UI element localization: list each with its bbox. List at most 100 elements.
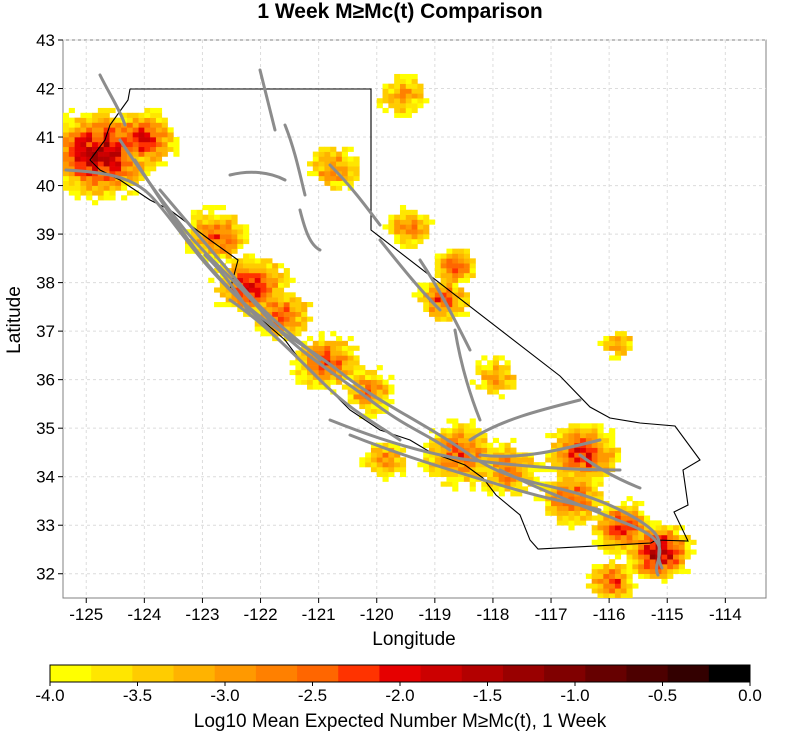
forecast-cell	[469, 447, 476, 453]
forecast-cell	[289, 292, 296, 298]
forecast-cell	[161, 141, 168, 148]
forecast-cell	[603, 583, 610, 589]
forecast-cell	[585, 471, 593, 477]
forecast-cell	[411, 78, 418, 84]
forecast-cell	[318, 369, 325, 376]
forecast-cell	[208, 229, 215, 235]
forecast-cell	[591, 578, 598, 584]
forecast-cell	[440, 263, 447, 269]
forecast-cell	[580, 471, 587, 477]
forecast-cell	[591, 515, 598, 521]
fault-line	[348, 433, 602, 512]
forecast-cell	[585, 476, 593, 482]
forecast-cell	[214, 302, 221, 308]
forecast-cell	[272, 272, 279, 279]
forecast-cell	[324, 166, 331, 172]
forecast-cell	[667, 559, 674, 565]
forecast-cell	[80, 156, 87, 162]
forecast-cell	[272, 282, 279, 288]
forecast-cell	[492, 486, 500, 492]
forecast-cell	[341, 156, 348, 162]
forecast-cell	[609, 564, 616, 570]
forecast-cell	[394, 73, 401, 80]
forecast-cell	[353, 374, 360, 380]
forecast-cell	[568, 423, 575, 429]
forecast-cell	[597, 500, 604, 507]
forecast-cell	[452, 306, 459, 313]
forecast-cell	[365, 457, 372, 463]
forecast-cell	[458, 311, 465, 317]
forecast-cell	[440, 258, 447, 264]
colorbar-tick-label: -3.0	[210, 686, 239, 705]
forecast-cell	[138, 175, 145, 182]
forecast-cell	[452, 302, 459, 308]
forecast-cell	[248, 287, 256, 293]
forecast-cell	[487, 457, 494, 463]
forecast-cell	[376, 457, 383, 463]
forecast-cell	[475, 369, 482, 376]
forecast-cell	[609, 462, 616, 468]
forecast-cell	[458, 272, 465, 279]
colorbar-swatch	[708, 665, 751, 682]
forecast-cell	[399, 219, 407, 225]
x-tick-label: -118	[477, 605, 510, 624]
forecast-cell	[86, 195, 93, 201]
forecast-cell	[626, 505, 633, 511]
forecast-cell	[597, 457, 604, 463]
forecast-cell	[556, 428, 563, 434]
forecast-cell	[417, 229, 424, 235]
forecast-cell	[196, 219, 203, 225]
forecast-cell	[260, 326, 267, 332]
forecast-cell	[376, 103, 383, 109]
forecast-cell	[504, 360, 511, 366]
forecast-cell	[638, 534, 645, 541]
forecast-cell	[208, 234, 215, 240]
forecast-cell	[144, 122, 151, 128]
colorbar-swatch	[50, 665, 92, 682]
forecast-cell	[121, 166, 128, 172]
forecast-cell	[150, 127, 157, 133]
forecast-cell	[214, 224, 221, 230]
forecast-cell	[318, 365, 325, 371]
forecast-cell	[452, 253, 459, 259]
forecast-cell	[487, 481, 494, 487]
forecast-cell	[620, 539, 627, 545]
forecast-cell	[585, 486, 593, 492]
forecast-cell	[609, 530, 616, 536]
forecast-cell	[591, 568, 598, 575]
forecast-cell	[150, 151, 157, 157]
forecast-cell	[609, 559, 616, 565]
forecast-cell	[574, 437, 581, 444]
forecast-cell	[487, 374, 494, 380]
forecast-cell	[341, 171, 348, 177]
forecast-cell	[301, 311, 308, 317]
forecast-cell	[80, 127, 87, 133]
forecast-cell	[353, 394, 360, 400]
forecast-cell	[434, 442, 441, 448]
forecast-cell	[568, 437, 575, 444]
forecast-cell	[603, 447, 610, 453]
forecast-cell	[574, 476, 581, 482]
fault-line	[283, 123, 307, 197]
y-tick-label: 36	[36, 371, 55, 390]
forecast-cell	[132, 175, 139, 182]
forecast-cell	[510, 491, 517, 497]
forecast-cell	[307, 365, 314, 371]
forecast-cell	[417, 297, 424, 303]
forecast-cell	[318, 161, 325, 167]
forecast-cell	[312, 151, 319, 157]
forecast-cell	[405, 73, 412, 80]
forecast-cell	[423, 466, 430, 473]
forecast-cell	[74, 195, 81, 201]
forecast-cell	[568, 452, 575, 458]
forecast-cell	[359, 389, 366, 395]
forecast-cell	[388, 88, 395, 94]
forecast-cell	[266, 302, 273, 308]
forecast-cell	[376, 447, 383, 453]
forecast-cell	[684, 549, 691, 555]
forecast-cell	[382, 98, 389, 104]
forecast-cell	[103, 122, 110, 128]
forecast-cell	[347, 161, 354, 167]
forecast-cell	[359, 462, 366, 468]
forecast-cell	[202, 219, 209, 225]
